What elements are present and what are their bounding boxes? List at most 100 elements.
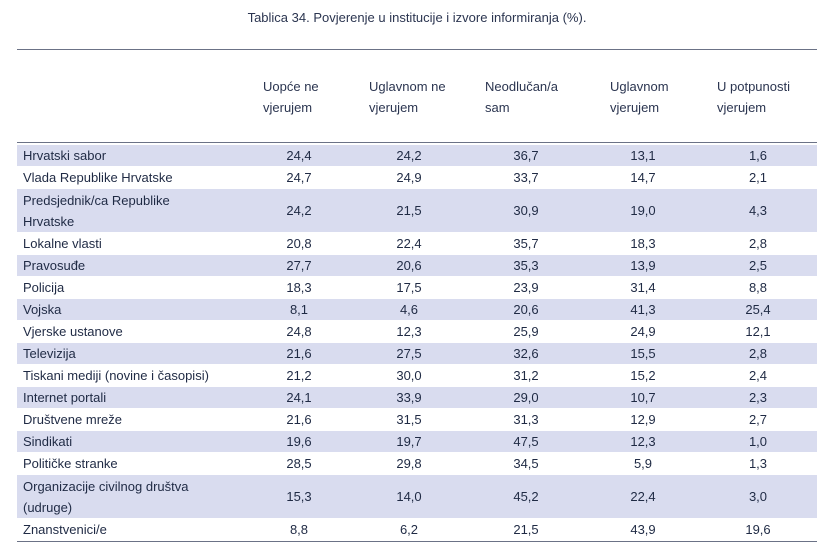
- value-cell: 18,3: [587, 232, 699, 255]
- value-cell: 41,3: [587, 298, 699, 321]
- column-header-line: vjerujem: [610, 100, 660, 115]
- value-cell: 2,7: [699, 408, 817, 431]
- table-row: Lokalne vlasti 20,8 22,4 35,7 18,3 2,8: [17, 232, 817, 255]
- value-cell: 21,6: [245, 342, 353, 365]
- value-cell: 20,6: [353, 254, 465, 277]
- value-cell: 21,2: [245, 364, 353, 387]
- column-header-line: vjerujem: [369, 100, 419, 115]
- row-label-line: Društvene mreže: [23, 412, 122, 427]
- column-header-uglavnom-ne-vjerujem: Uglavnom ne vjerujem: [369, 76, 446, 118]
- value-cell: 19,6: [245, 430, 353, 453]
- row-label: Lokalne vlasti: [17, 232, 245, 255]
- row-label: Internet portali: [17, 386, 245, 409]
- table-row: Vojska 8,1 4,6 20,6 41,3 25,4: [17, 298, 817, 321]
- table-row: Vlada Republike Hrvatske 24,7 24,9 33,7 14,7…: [17, 166, 817, 189]
- value-cell: 23,9: [465, 276, 587, 299]
- value-cell: 8,8: [699, 276, 817, 299]
- table-row: Predsjednik/ca Republike Hrvatske 24,2 21,5…: [17, 188, 817, 233]
- value-cell: 34,5: [465, 452, 587, 475]
- row-label: Znanstvenici/e: [17, 518, 245, 541]
- value-cell: 24,4: [245, 145, 353, 167]
- table-body: Hrvatski sabor 24,4 24,2 36,7 13,1 1,6 Vlada R…: [17, 145, 817, 541]
- row-label-line: Televizija: [23, 346, 76, 361]
- value-cell: 5,9: [587, 452, 699, 475]
- value-cell: 8,1: [245, 298, 353, 321]
- value-cell: 19,6: [699, 518, 817, 541]
- column-header-line: Uglavnom ne: [369, 79, 446, 94]
- value-cell: 1,6: [699, 145, 817, 167]
- row-label-line: Vojska: [23, 302, 62, 317]
- column-header-u-potpunosti-vjerujem: U potpunosti vjerujem: [717, 76, 790, 118]
- value-cell: 10,7: [587, 386, 699, 409]
- table-caption: Tablica 34. Povjerenje u institucije i i…: [247, 10, 587, 25]
- row-label-line: Vlada Republike Hrvatske: [23, 170, 173, 185]
- value-cell: 25,4: [699, 298, 817, 321]
- value-cell: 22,4: [587, 474, 699, 519]
- value-cell: 15,5: [587, 342, 699, 365]
- value-cell: 24,1: [245, 386, 353, 409]
- value-cell: 24,2: [245, 188, 353, 233]
- value-cell: 6,2: [353, 518, 465, 541]
- value-cell: 12,9: [587, 408, 699, 431]
- column-header-line: U potpunosti: [717, 79, 790, 94]
- value-cell: 31,3: [465, 408, 587, 431]
- value-cell: 21,5: [465, 518, 587, 541]
- value-cell: 2,8: [699, 232, 817, 255]
- column-header-line: vjerujem: [263, 100, 313, 115]
- value-cell: 21,6: [245, 408, 353, 431]
- column-header-uglavnom-vjerujem: Uglavnom vjerujem: [610, 76, 669, 118]
- row-label: Sindikati: [17, 430, 245, 453]
- table-header: Uopće ne vjerujem Uglavnom ne vjerujem N…: [17, 76, 817, 138]
- value-cell: 2,3: [699, 386, 817, 409]
- value-cell: 3,0: [699, 474, 817, 519]
- value-cell: 31,2: [465, 364, 587, 387]
- column-header-line: vjerujem: [717, 100, 767, 115]
- value-cell: 43,9: [587, 518, 699, 541]
- value-cell: 24,7: [245, 166, 353, 189]
- value-cell: 2,1: [699, 166, 817, 189]
- value-cell: 4,6: [353, 298, 465, 321]
- row-label-line: (udruge): [23, 499, 73, 515]
- value-cell: 2,8: [699, 342, 817, 365]
- value-cell: 31,4: [587, 276, 699, 299]
- row-label-line: Znanstvenici/e: [23, 522, 107, 537]
- table-row: Pravosuđe 27,7 20,6 35,3 13,9 2,5: [17, 254, 817, 277]
- value-cell: 45,2: [465, 474, 587, 519]
- row-label-line: Hrvatske: [23, 213, 75, 229]
- value-cell: 20,8: [245, 232, 353, 255]
- column-header-neodlucan-sam: Neodlučan/a sam: [485, 76, 558, 118]
- value-cell: 17,5: [353, 276, 465, 299]
- column-header-line: Neodlučan/a: [485, 79, 558, 94]
- row-label-line: Lokalne vlasti: [23, 236, 102, 251]
- value-cell: 22,4: [353, 232, 465, 255]
- column-header-line: sam: [485, 100, 510, 115]
- value-cell: 35,7: [465, 232, 587, 255]
- value-cell: 35,3: [465, 254, 587, 277]
- value-cell: 15,3: [245, 474, 353, 519]
- value-cell: 19,7: [353, 430, 465, 453]
- table-row: Sindikati 19,6 19,7 47,5 12,3 1,0: [17, 430, 817, 453]
- row-label: Televizija: [17, 342, 245, 365]
- row-label-line: Hrvatski sabor: [23, 148, 107, 163]
- row-label: Hrvatski sabor: [17, 145, 245, 167]
- row-label: Pravosuđe: [17, 254, 245, 277]
- value-cell: 47,5: [465, 430, 587, 453]
- value-cell: 30,0: [353, 364, 465, 387]
- value-cell: 30,9: [465, 188, 587, 233]
- value-cell: 31,5: [353, 408, 465, 431]
- value-cell: 24,9: [587, 320, 699, 343]
- value-cell: 29,8: [353, 452, 465, 475]
- header-rule: [17, 142, 817, 143]
- table-row: Hrvatski sabor 24,4 24,2 36,7 13,1 1,6: [17, 145, 817, 167]
- value-cell: 4,3: [699, 188, 817, 233]
- value-cell: 24,2: [353, 145, 465, 167]
- value-cell: 2,5: [699, 254, 817, 277]
- value-cell: 33,7: [465, 166, 587, 189]
- row-label-line: Vjerske ustanove: [23, 324, 123, 339]
- table-row: Političke stranke 28,5 29,8 34,5 5,9 1,3: [17, 452, 817, 475]
- value-cell: 33,9: [353, 386, 465, 409]
- row-label: Predsjednik/ca Republike Hrvatske: [17, 188, 245, 233]
- row-label: Tiskani mediji (novine i časopisi): [17, 364, 245, 387]
- value-cell: 21,5: [353, 188, 465, 233]
- trust-table: Hrvatski sabor 24,4 24,2 36,7 13,1 1,6 Vlada R…: [17, 145, 817, 541]
